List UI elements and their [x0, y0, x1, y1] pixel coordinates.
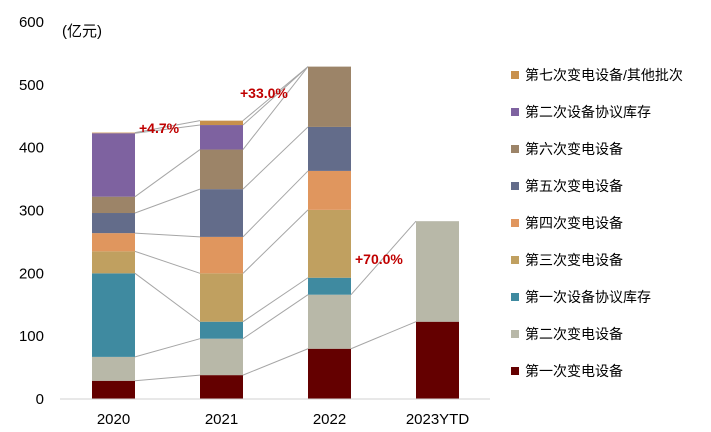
legend-label: 第四次变电设备 [525, 215, 623, 231]
bar-segment [92, 251, 135, 274]
bar-segment [92, 196, 135, 214]
annotation-growth-2023ytd: +70.0% [355, 251, 403, 267]
series-connector-line [242, 66, 309, 122]
series-connector-line [242, 126, 309, 190]
series-connector-line [134, 250, 201, 274]
series-connector-line [242, 66, 309, 126]
annotation-growth-2021: +4.7% [139, 120, 180, 136]
legend-label: 第五次变电设备 [525, 178, 623, 194]
bar-segment [200, 375, 243, 399]
bar-segment [416, 221, 459, 322]
series-connector-line [134, 120, 201, 134]
series-connector-line [134, 124, 201, 134]
series-connector-line [134, 188, 201, 214]
bar-segment [200, 338, 243, 376]
y-tick-label: 500 [19, 77, 44, 94]
bar-segment [308, 126, 351, 171]
x-tick-label: 2020 [97, 411, 130, 428]
annotation-growth-2022: +33.0% [240, 85, 288, 101]
y-tick-label: 200 [19, 265, 44, 282]
bar-segment [200, 149, 243, 190]
legend-item: 第二次设备协议库存 [511, 104, 651, 120]
legend-item: 第一次变电设备 [511, 363, 623, 379]
bar-segment [200, 120, 243, 126]
legend-label: 第一次设备协议库存 [525, 289, 651, 305]
x-tick-label: 2021 [205, 411, 238, 428]
bar-segment [308, 277, 351, 295]
bar-segment [200, 236, 243, 274]
legend-swatch [511, 108, 519, 116]
bar-segment [200, 189, 243, 237]
legend-item: 第一次设备协议库存 [511, 289, 651, 305]
y-tick-label: 600 [19, 14, 44, 31]
bar-segment [200, 273, 243, 322]
legend-swatch [511, 71, 519, 79]
series-connector-line [242, 209, 309, 274]
bar-segment [416, 321, 459, 399]
series-connector-line [134, 374, 201, 382]
y-tick-label: 0 [36, 391, 44, 408]
y-tick-label: 400 [19, 140, 44, 157]
x-tick-label: 2022 [313, 411, 346, 428]
legend-swatch [511, 182, 519, 190]
bar-segment [308, 348, 351, 399]
legend-label: 第二次变电设备 [525, 326, 623, 342]
legend-swatch [511, 367, 519, 375]
bar-segment [308, 170, 351, 210]
legend-label: 第七次变电设备/其他批次 [525, 67, 683, 83]
series-connector-line [134, 338, 201, 358]
legend-swatch [511, 293, 519, 301]
series-connector-line [350, 321, 417, 350]
series-connector-line [242, 66, 309, 150]
legend-swatch [511, 145, 519, 153]
legend-item: 第六次变电设备 [511, 141, 623, 157]
legend-swatch [511, 256, 519, 264]
bar-segment [308, 294, 351, 349]
bar-segment [308, 66, 351, 127]
legend-label: 第三次变电设备 [525, 252, 623, 268]
legend-swatch [511, 219, 519, 227]
legend-item: 第七次变电设备/其他批次 [511, 67, 683, 83]
x-tick-label: 2023YTD [406, 411, 470, 428]
legend-item: 第三次变电设备 [511, 252, 623, 268]
bar-segment [92, 356, 135, 381]
legend-item: 第四次变电设备 [511, 215, 623, 231]
bar-segment [92, 132, 135, 134]
series-connector-line [242, 170, 309, 238]
y-tick-label: 100 [19, 328, 44, 345]
bar-segment [92, 380, 135, 399]
bar-segment [92, 213, 135, 234]
bar-segment [92, 233, 135, 252]
bar-segment [92, 133, 135, 197]
series-connector-line [242, 277, 309, 323]
bar-segment [308, 209, 351, 278]
legend-label: 第一次变电设备 [525, 363, 623, 379]
series-connector-line [350, 220, 417, 296]
series-connector-line [134, 272, 201, 323]
series-connector-line [242, 348, 309, 376]
legend-item: 第五次变电设备 [511, 178, 623, 194]
y-tick-label: 300 [19, 203, 44, 220]
bar-segment [92, 273, 135, 357]
legend-label: 第二次设备协议库存 [525, 104, 651, 120]
series-connector-line [242, 294, 309, 340]
legend-swatch [511, 330, 519, 338]
series-connector-line [134, 232, 201, 238]
legend-label: 第六次变电设备 [525, 141, 623, 157]
series-connector-line [134, 149, 201, 198]
legend-item: 第二次变电设备 [511, 326, 623, 342]
bar-segment [200, 321, 243, 339]
bar-segment [200, 125, 243, 150]
unit-label: (亿元) [62, 23, 102, 40]
